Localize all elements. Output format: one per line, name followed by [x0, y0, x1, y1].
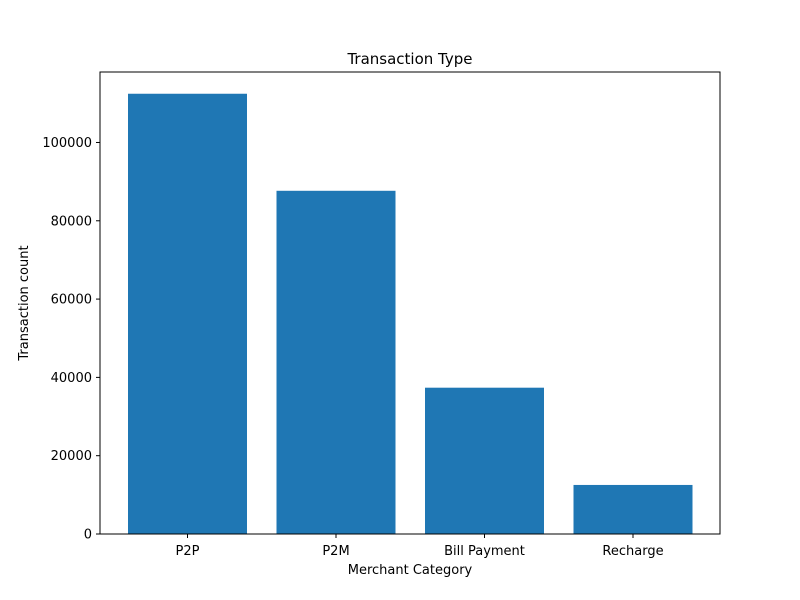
x-axis-label: Merchant Category — [348, 563, 473, 578]
bar-p2p — [128, 93, 247, 534]
bar-bill-payment — [425, 387, 544, 534]
y-axis: 0 20000 40000 60000 80000 100000 — [42, 136, 100, 543]
x-tick-label: Bill Payment — [444, 544, 525, 559]
x-tick-label: Recharge — [602, 544, 663, 559]
y-tick-label: 100000 — [42, 136, 92, 151]
y-tick-label: 40000 — [51, 371, 92, 386]
y-tick-label: 20000 — [51, 449, 92, 464]
y-tick-label: 60000 — [51, 293, 92, 308]
y-tick-label: 80000 — [51, 214, 92, 229]
bars-group — [128, 93, 693, 534]
chart-title: Transaction Type — [346, 50, 472, 68]
x-axis: P2P P2M Bill Payment Recharge — [176, 534, 664, 559]
bar-recharge — [573, 484, 693, 534]
bar-p2m — [276, 190, 396, 534]
y-tick-label: 0 — [84, 528, 92, 543]
x-tick-label: P2M — [322, 544, 349, 559]
plot-frame — [99, 71, 721, 535]
y-axis-label: Transaction count — [17, 245, 32, 361]
x-tick-label: P2P — [176, 544, 200, 559]
